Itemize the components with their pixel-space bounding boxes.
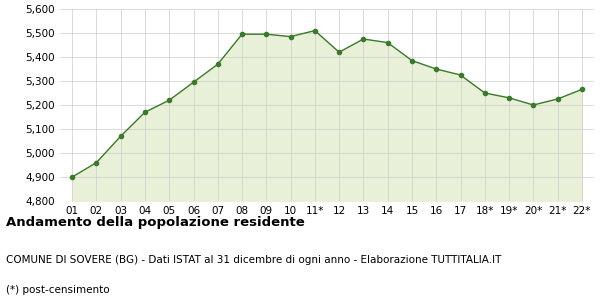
Text: (*) post-censimento: (*) post-censimento (6, 285, 110, 295)
Text: Andamento della popolazione residente: Andamento della popolazione residente (6, 216, 305, 229)
Text: COMUNE DI SOVERE (BG) - Dati ISTAT al 31 dicembre di ogni anno - Elaborazione TU: COMUNE DI SOVERE (BG) - Dati ISTAT al 31… (6, 255, 502, 265)
